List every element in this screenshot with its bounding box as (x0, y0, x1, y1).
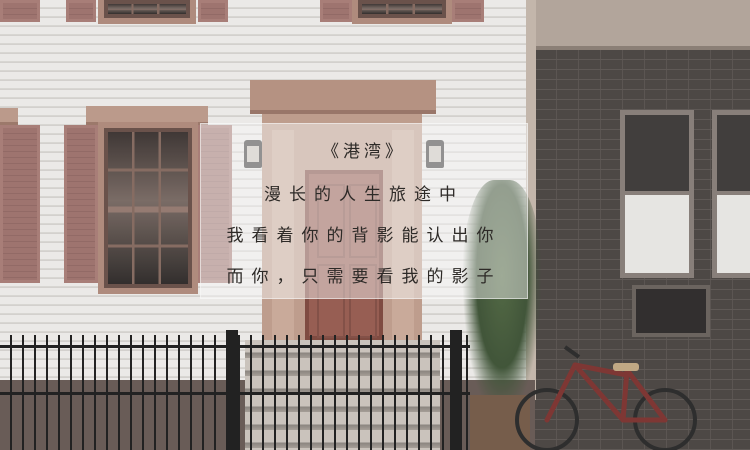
upper-shutter-left (0, 0, 40, 22)
window-lintel (0, 108, 18, 125)
upper-window-right (352, 0, 452, 24)
basement-window (632, 285, 710, 337)
poem-line-3: 而你，只需要看我的影子 (226, 267, 502, 287)
brick-window-right (712, 110, 750, 278)
window-shutter (64, 125, 98, 283)
shutter-left-edge (0, 125, 40, 283)
brick-cornice (535, 0, 750, 50)
brick-window-left (620, 110, 694, 278)
bicycle-icon (515, 345, 697, 450)
poem-title: 《港湾》 (322, 142, 406, 162)
poem-line-1: 漫长的人生旅途中 (264, 185, 464, 205)
upper-shutter (66, 0, 96, 22)
upper-shutter (198, 0, 228, 22)
main-window (98, 122, 198, 294)
upper-shutter (452, 0, 484, 22)
fence-post (226, 330, 238, 450)
upper-shutter (320, 0, 352, 22)
door-pediment (250, 80, 436, 114)
fence-post (450, 330, 462, 450)
poem-overlay-panel (200, 123, 528, 299)
poem-line-2: 我看着你的背影能认出你 (226, 226, 502, 246)
corner-trim (526, 0, 536, 400)
upper-window-left (98, 0, 196, 24)
